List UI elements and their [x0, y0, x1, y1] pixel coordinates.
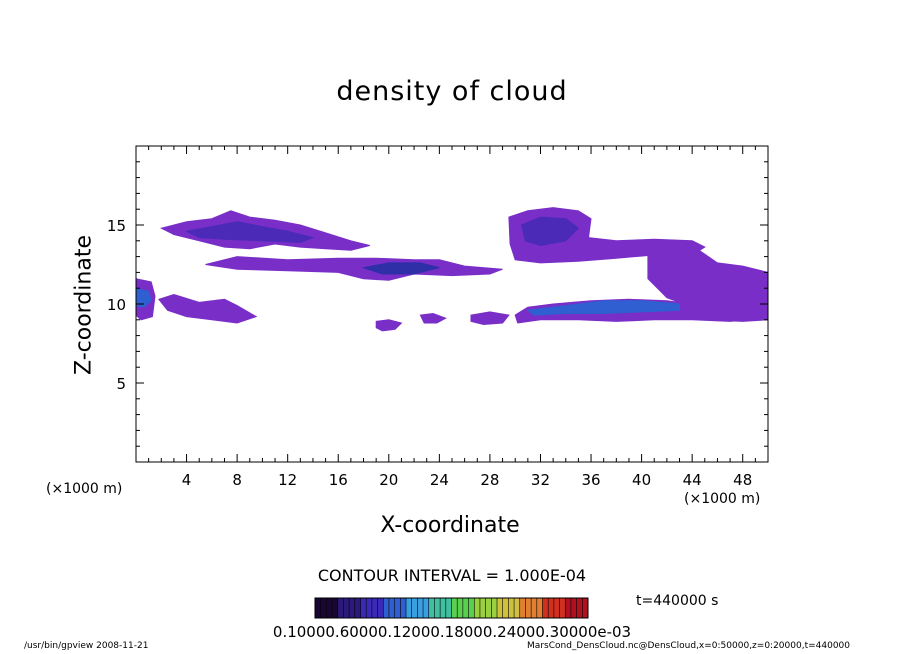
colorbar-cell: [570, 598, 577, 618]
region-lower-left-band: [157, 293, 258, 324]
colorbar-cell: [326, 598, 333, 618]
region-mid-strip-core: [361, 262, 440, 275]
colorbar-cell: [525, 598, 532, 618]
time-label: t=440000 s: [636, 593, 719, 609]
x-unit-left: (×1000 m): [46, 481, 123, 497]
footer-left: /usr/bin/gpview 2008-11-21: [24, 641, 149, 651]
y-axis-label: Z-coordinate: [71, 235, 97, 375]
region-blob-23: [419, 312, 447, 324]
colorbar-cell: [445, 598, 452, 618]
colorbar-cell: [462, 598, 469, 618]
colorbar-cell: [508, 598, 515, 618]
colorbar-cell: [354, 598, 361, 618]
colorbar-cell: [360, 598, 367, 618]
cloud-regions: [135, 207, 769, 332]
colorbar-cell: [576, 598, 583, 618]
colorbar-cell: [337, 598, 344, 618]
colorbar-cell: [536, 598, 543, 618]
x-tick-label: 16: [329, 471, 348, 489]
x-tick-label: 40: [632, 471, 651, 489]
colorbar-cell: [553, 598, 560, 618]
colorbar-cell: [417, 598, 424, 618]
colorbar-cell: [377, 598, 384, 618]
y-tick-label: 5: [116, 375, 126, 393]
region-lower-right-core: [526, 300, 680, 316]
x-tick-label: 24: [430, 471, 449, 489]
colorbar-cell: [514, 598, 520, 618]
x-tick-label: 48: [733, 471, 752, 489]
colorbar-cell: [343, 598, 350, 618]
region-mid-strip: [205, 256, 503, 281]
x-axis-label: X-coordinate: [380, 513, 520, 538]
colorbar-cell: [468, 598, 475, 618]
colorbar-cell: [388, 598, 395, 618]
colorbar-labels: 0.10000.60000.12000.18000.24000.30000e-0…: [273, 623, 631, 641]
y-tick-label: 10: [107, 296, 126, 314]
x-tick-label: 20: [379, 471, 398, 489]
x-unit-right: (×1000 m): [684, 491, 761, 507]
colorbar-cell: [440, 598, 446, 618]
colorbar-cell: [479, 598, 486, 618]
colorbar-cell: [582, 598, 588, 618]
colorbar-cell: [315, 598, 321, 618]
colorbar-cell: [474, 598, 480, 618]
x-tick-label: 36: [581, 471, 600, 489]
x-tick-label: 12: [278, 471, 297, 489]
chart-title: density of cloud: [336, 76, 568, 107]
y-tick-label: 15: [107, 217, 126, 235]
colorbar-cell: [320, 598, 327, 618]
colorbar-cell: [531, 598, 537, 618]
footer-right: MarsCond_DensCloud.nc@DensCloud,x=0:5000…: [527, 641, 850, 651]
x-tick-label: 44: [683, 471, 702, 489]
colorbar-cell: [548, 598, 554, 618]
colorbar-frame: [314, 597, 589, 619]
colorbar: 0.10000.60000.12000.18000.24000.30000e-0…: [273, 597, 631, 641]
colorbar-cell: [394, 598, 401, 618]
colorbar-cell: [451, 598, 458, 618]
colorbar-cell: [565, 598, 571, 618]
colorbar-cell: [366, 598, 372, 618]
colorbar-cell: [497, 598, 503, 618]
colorbar-cell: [491, 598, 497, 618]
colorbar-cell: [519, 598, 526, 618]
region-blob-27: [470, 311, 510, 326]
region-blob-20: [375, 319, 403, 332]
colorbar-cell: [406, 598, 412, 618]
colorbar-cell: [371, 598, 378, 618]
colorbar-cell: [383, 598, 389, 618]
colorbar-cell: [332, 598, 338, 618]
colorbar-cell: [411, 598, 418, 618]
colorbar-cell: [428, 598, 435, 618]
colorbar-cell: [349, 598, 355, 618]
colorbar-cell: [559, 598, 566, 618]
colorbar-cell: [400, 598, 406, 618]
region-upper-right-dome-core: [520, 216, 580, 247]
colorbar-cell: [457, 598, 463, 618]
x-tick-label: 8: [232, 471, 242, 489]
colorbar-cell: [502, 598, 509, 618]
colorbar-cell: [542, 598, 549, 618]
x-tick-label: 4: [182, 471, 192, 489]
contour-interval: CONTOUR INTERVAL = 1.000E-04: [317, 566, 587, 585]
colorbar-cell: [423, 598, 429, 618]
colorbar-cell: [434, 598, 441, 618]
x-tick-label: 32: [531, 471, 550, 489]
colorbar-cell: [485, 598, 492, 618]
region-upper-left-core: [185, 221, 315, 243]
x-tick-label: 28: [480, 471, 499, 489]
